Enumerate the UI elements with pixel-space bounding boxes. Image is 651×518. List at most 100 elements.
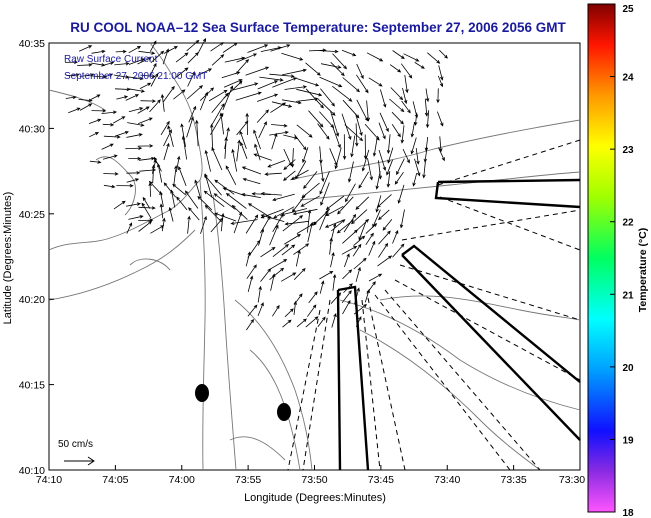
current-vector-arrow — [308, 110, 324, 128]
current-vector-arrow — [114, 131, 129, 137]
current-vector-arrow — [231, 148, 238, 172]
current-vector-arrow — [367, 158, 373, 181]
marker-station-2 — [277, 403, 291, 421]
current-vector-arrow — [170, 189, 176, 208]
current-vector-arrow — [102, 73, 114, 78]
current-vector-arrow — [204, 204, 222, 223]
current-vector-arrow — [302, 147, 309, 164]
current-vector-arrow — [232, 82, 259, 91]
current-vector-arrow — [101, 110, 118, 115]
current-vector-arrow — [247, 44, 269, 53]
current-vector-arrow — [293, 267, 306, 280]
current-vector-arrow — [363, 134, 368, 160]
scale-label: 50 cm/s — [58, 439, 93, 450]
current-vector-arrow — [140, 74, 156, 78]
current-vector-arrow — [343, 213, 357, 233]
current-vector-arrow — [66, 73, 80, 77]
x-axis-label: Longitude (Degrees:Minutes) — [244, 492, 386, 504]
current-vector-arrow — [240, 141, 248, 159]
current-vector-arrow — [387, 147, 394, 164]
current-vector-arrow — [404, 75, 409, 94]
y-tick-label: 40:10 — [19, 465, 45, 477]
current-vector-arrow — [394, 171, 404, 185]
current-vector-arrow — [290, 169, 309, 180]
current-vector-arrow — [400, 63, 413, 79]
current-vector-arrow — [368, 240, 376, 256]
current-vector-arrow — [330, 252, 335, 268]
current-vector-arrow — [210, 103, 225, 127]
inset-text-line-2: September 27, 2006 21:00 GMT — [64, 71, 207, 82]
current-vector-arrow — [438, 147, 445, 162]
current-vector-arrow — [256, 109, 270, 123]
current-vector-arrow — [351, 209, 368, 225]
current-vector-arrow — [268, 259, 288, 271]
current-vector-arrow — [204, 149, 211, 172]
current-vector-arrow — [197, 195, 213, 211]
current-vector-arrow — [235, 91, 262, 101]
colorbar-tick-label: 20 — [622, 363, 634, 374]
current-vector-arrow — [256, 93, 279, 102]
current-vector-arrow — [331, 219, 346, 232]
current-vector-arrow — [271, 123, 288, 128]
current-vector-arrow — [392, 243, 405, 258]
current-vector-arrow — [257, 80, 279, 90]
current-vector-arrow — [391, 123, 401, 138]
current-vector-arrow — [187, 52, 199, 64]
current-vector-arrow — [353, 235, 366, 246]
colorbar-tick-label: 21 — [622, 290, 634, 301]
current-vector-arrow — [270, 273, 276, 291]
current-vector-arrow — [224, 136, 228, 159]
current-vector-arrow — [223, 79, 243, 88]
current-vector-arrow — [102, 122, 115, 127]
current-vector-arrow — [439, 136, 443, 153]
current-vector-arrow — [295, 160, 307, 180]
current-vector-arrow — [128, 215, 144, 220]
current-vector-arrow — [436, 88, 440, 104]
current-vector-arrow — [103, 172, 119, 176]
current-vector-arrow — [126, 202, 141, 207]
current-vector-arrow — [291, 193, 307, 213]
current-vector-arrow — [283, 159, 296, 170]
current-vector-arrow — [180, 123, 186, 147]
current-vector-arrow — [366, 100, 370, 122]
colorbar-tick-label: 24 — [622, 73, 634, 84]
current-vector-arrow — [213, 193, 236, 210]
current-vector-arrow — [186, 39, 200, 52]
colorbar-tick-label: 19 — [622, 435, 634, 446]
current-vector-arrow — [347, 161, 354, 183]
current-vector-arrow — [438, 65, 444, 81]
current-vector-arrow — [160, 120, 170, 136]
current-vector-arrow — [389, 64, 402, 73]
current-vector-arrow — [319, 76, 343, 88]
current-vector-arrow — [317, 316, 326, 327]
current-vector-arrow — [293, 77, 320, 87]
current-vector-arrow — [300, 195, 320, 207]
current-vector-arrow — [437, 75, 444, 88]
current-vector-arrow — [163, 142, 170, 161]
current-vector-arrow — [128, 58, 146, 65]
current-vector-arrow — [264, 172, 282, 176]
current-vector-arrow — [402, 87, 408, 105]
current-vector-arrow — [355, 196, 370, 210]
current-vector-arrow — [242, 178, 261, 185]
current-vector-arrow — [160, 93, 165, 112]
current-vector-arrow — [141, 202, 152, 219]
current-vector-arrow — [65, 60, 79, 64]
current-vector-arrow — [282, 215, 304, 232]
current-vector-arrow — [235, 59, 250, 75]
current-vector-arrow — [208, 89, 228, 102]
current-vector-arrow — [269, 73, 295, 78]
current-vector-arrow — [138, 50, 156, 55]
current-vector-arrow — [378, 242, 389, 258]
current-vector-arrow — [386, 159, 393, 176]
colorbar-tick-label: 22 — [622, 218, 634, 229]
current-vector-arrow — [296, 124, 313, 138]
current-vector-arrow — [113, 200, 126, 210]
current-vector-arrow — [159, 203, 164, 219]
current-vector-arrow — [402, 148, 410, 164]
current-vector-arrow — [225, 165, 237, 185]
x-tick-label: 73:45 — [368, 474, 394, 486]
current-vector-arrow — [364, 289, 370, 303]
current-vector-arrow — [284, 308, 294, 318]
current-vector-arrow — [292, 208, 318, 216]
